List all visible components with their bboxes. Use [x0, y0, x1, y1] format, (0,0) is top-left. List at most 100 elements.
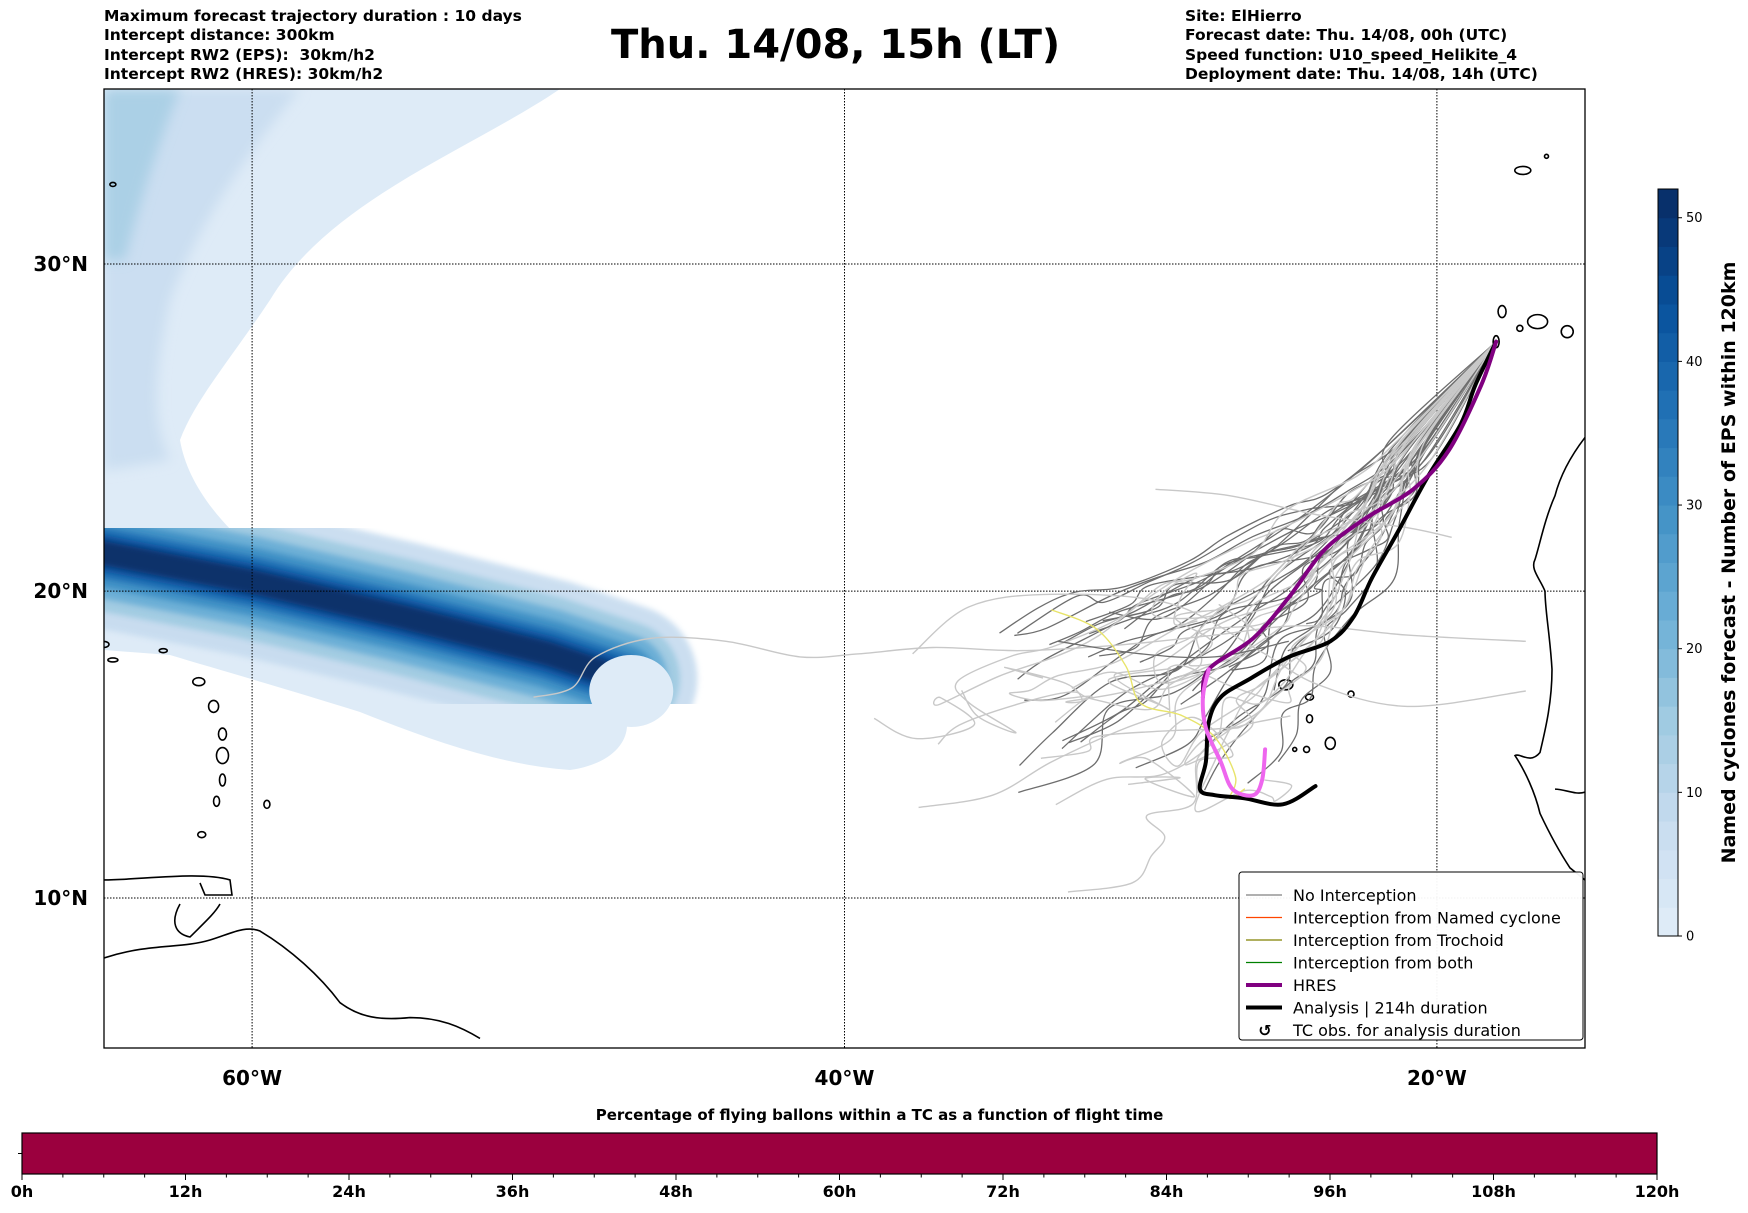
legend: No Interception Interception from Named c…	[1238, 871, 1584, 1041]
density-level-2	[104, 89, 300, 470]
ensemble-trajectory	[1155, 488, 1452, 538]
map-frame	[103, 88, 1586, 1049]
colorbar-segment	[1658, 821, 1678, 851]
island-outline	[109, 181, 117, 188]
colorbar-segment	[1658, 217, 1678, 247]
island-outline	[217, 727, 228, 741]
info-speed-function: Speed function: U10_speed_Helikite_4	[1185, 45, 1518, 64]
africa-coastline	[1513, 436, 1585, 881]
colorbar: 0 10 20 30 40 50 Named cyclones forecast - Num…	[1657, 188, 1740, 945]
colorbar-segment	[1658, 907, 1678, 937]
colorbar-segment	[1658, 332, 1678, 362]
ensemble-trajectory	[1119, 341, 1497, 798]
info-deployment-date: Deployment date: Thu. 14/08, 14h (UTC)	[1185, 64, 1538, 83]
legend-label: Interception from Named cyclone	[1293, 909, 1561, 928]
colorbar-segment	[1658, 303, 1678, 334]
lon-tick-label: 20°W	[1407, 1066, 1467, 1090]
ensemble-trajectory	[1067, 341, 1497, 893]
colorbar-tick-label: 20	[1686, 642, 1703, 657]
ensemble-trajectory	[1004, 341, 1497, 704]
ensemble-trajectory	[533, 624, 1526, 698]
legend-box	[1238, 871, 1584, 1041]
island-outline	[263, 799, 271, 810]
ensemble-trajectory	[1018, 341, 1497, 794]
lon-tick-label: 60°W	[222, 1066, 282, 1090]
bar-tick-label: 108h	[1471, 1182, 1516, 1201]
colorbar-tick-label: 30	[1686, 499, 1703, 514]
bar-chart-title: Percentage of flying ballons within a TC…	[596, 1106, 1164, 1124]
legend-label: TC obs. for analysis duration	[1292, 1021, 1521, 1040]
island-outline	[104, 640, 110, 649]
lat-tick-label: 10°N	[33, 886, 88, 910]
ensemble-trajectory	[1151, 341, 1497, 626]
ensemble-trajectory	[1017, 341, 1497, 634]
bar-tick-label: 60h	[823, 1182, 857, 1201]
colorbar-segment	[1658, 361, 1678, 391]
colorbar-segment	[1658, 246, 1678, 276]
ensemble-trajectory	[1167, 341, 1497, 718]
colorbar-title: Named cyclones forecast - Number of EPS …	[1718, 262, 1740, 864]
hres-trajectory-late	[1200, 667, 1268, 798]
density-tail	[589, 654, 674, 727]
bar-tick-label: 48h	[659, 1182, 693, 1201]
colorbar-segment	[1658, 763, 1678, 793]
island-outline	[1560, 324, 1575, 339]
island-outline	[1516, 324, 1524, 333]
ensemble-trajectory	[937, 341, 1497, 745]
colorbar-segment	[1658, 505, 1678, 535]
island-outline	[191, 676, 206, 687]
page-title: Thu. 14/08, 15h (LT)	[611, 22, 1061, 68]
coastlines	[104, 153, 1630, 1040]
legend-label: HRES	[1293, 976, 1336, 995]
island-outline	[1513, 165, 1532, 176]
ensemble-trajectory	[1008, 341, 1497, 723]
island-outline	[212, 795, 221, 808]
bar-tick-label: 96h	[1313, 1182, 1347, 1201]
colorbar-segment	[1658, 677, 1678, 707]
legend-marker-icon: ↺	[1258, 1021, 1271, 1040]
legend-label: Interception from Trochoid	[1293, 931, 1504, 950]
lat-tick-label: 20°N	[33, 579, 88, 603]
island-outline	[1622, 294, 1630, 302]
cyclone-density-field	[104, 89, 698, 770]
map-axes: 30°N 20°N 10°N 60°W 40°W 20°W No Interceptio…	[33, 88, 1630, 1090]
info-intercept-eps: Intercept RW2 (EPS): 30km/h2	[104, 45, 375, 64]
island-outline	[1291, 746, 1298, 753]
colorbar-segment	[1658, 619, 1678, 650]
island-outline	[1302, 745, 1311, 754]
colorbar-tick-label: 40	[1686, 355, 1703, 370]
bar-tick-label: 84h	[1150, 1182, 1184, 1201]
colorbar-segment	[1658, 734, 1678, 765]
info-intercept-distance: Intercept distance: 300km	[104, 26, 335, 45]
lon-tick-label: 40°W	[815, 1066, 875, 1090]
bar-tick-label: 24h	[332, 1182, 366, 1201]
run-parameters: Maximum forecast trajectory duration : 1…	[104, 7, 522, 84]
island-outline	[1607, 314, 1623, 322]
highlighted-trajectories	[1051, 339, 1499, 807]
colorbar-segment	[1658, 447, 1678, 477]
ensemble-trajectories	[533, 341, 1526, 893]
ensemble-trajectory	[1057, 640, 1289, 659]
island-outline	[196, 830, 207, 839]
ensemble-trajectory	[1124, 341, 1497, 630]
colorbar-tick-label: 50	[1686, 211, 1703, 226]
legend-label: Interception from both	[1293, 954, 1473, 973]
bar-tick-label: 36h	[496, 1182, 530, 1201]
island-outline	[1347, 690, 1355, 698]
legend-label: Analysis | 214h duration	[1293, 999, 1488, 1018]
bar-tick-label: 0h	[11, 1182, 34, 1201]
trochoid-trajectory	[1051, 609, 1246, 800]
island-outline	[1305, 713, 1314, 724]
info-trajectory-duration: Maximum forecast trajectory duration : 1…	[104, 7, 522, 25]
ensemble-trajectory	[1080, 341, 1497, 743]
info-intercept-hres: Intercept RW2 (HRES): 30km/h2	[104, 64, 384, 83]
bar-segment	[22, 1133, 1657, 1174]
ensemble-trajectory	[1062, 341, 1497, 742]
legend-label: No Interception	[1293, 886, 1417, 905]
south-america-coastline	[104, 875, 481, 1040]
island-outline	[218, 773, 227, 787]
colorbar-segment	[1658, 591, 1678, 621]
colorbar-frame	[1657, 188, 1679, 937]
island-outline	[1324, 736, 1337, 751]
